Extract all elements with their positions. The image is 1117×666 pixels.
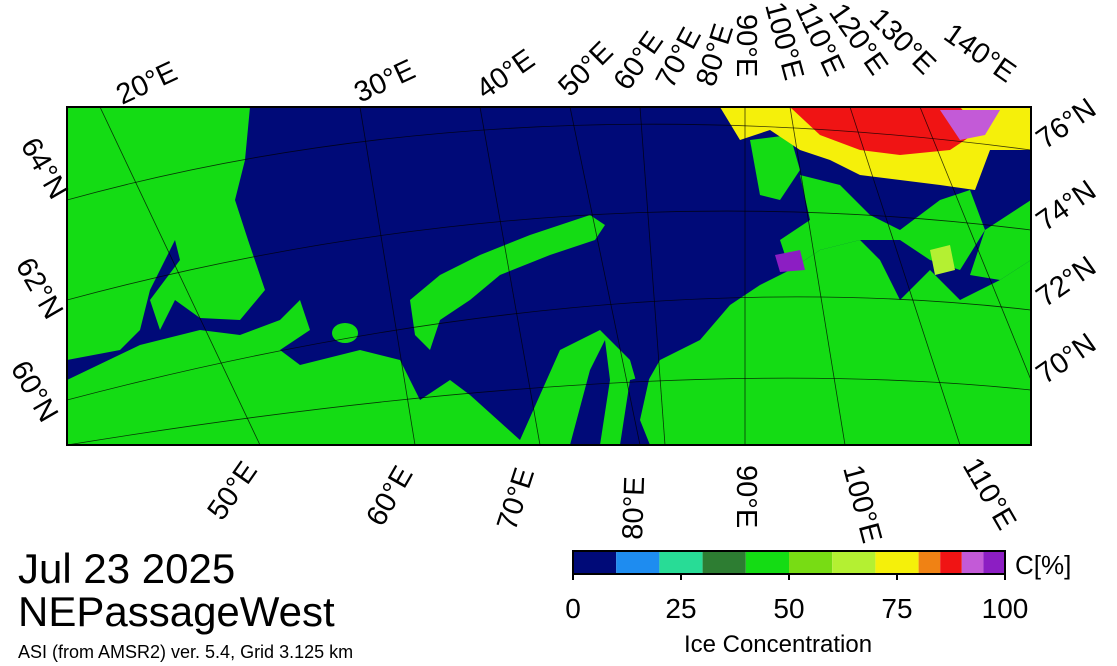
lon-label: 100°E — [836, 462, 887, 547]
map — [67, 107, 1031, 445]
colorbar-unit: C[%] — [1015, 550, 1071, 580]
date: Jul 23 2025 — [18, 545, 235, 592]
lat-label: 76°N — [1031, 92, 1102, 155]
colorbar-segment — [983, 551, 1005, 574]
lon-label: 50°E — [552, 36, 619, 103]
land — [780, 175, 985, 270]
lon-labels-bottom: 50°E 60°E 70°E 80°E 90°E 100°E 110°E — [202, 453, 1023, 547]
colorbar-segment — [918, 551, 941, 574]
lat-label: 74°N — [1031, 174, 1102, 237]
colorbar-tick-label: 25 — [665, 593, 696, 624]
source: ASI (from AMSR2) ver. 5.4, Grid 3.125 km — [18, 642, 353, 662]
lon-label: 80°E — [617, 476, 651, 540]
region: NEPassageWest — [18, 588, 335, 635]
colorbar-segment — [961, 551, 984, 574]
lat-label: 62°N — [9, 253, 69, 325]
lon-label: 30°E — [349, 54, 420, 110]
colorbar: 0 25 50 75 100 — [565, 550, 1029, 624]
gulf — [620, 375, 650, 445]
map-frame — [66, 106, 1032, 446]
lon-label: 70°E — [491, 464, 541, 534]
colorbar-tick-label: 50 — [773, 593, 804, 624]
lon-label: 20°E — [111, 56, 182, 112]
colorbar-segment — [832, 551, 876, 574]
lon-label: 40°E — [471, 43, 541, 105]
gulf — [570, 340, 610, 445]
lon-label: 90°E — [730, 465, 762, 528]
colorbar-segment — [940, 551, 962, 574]
land — [67, 107, 265, 360]
colorbar-segment — [875, 551, 919, 574]
lon-label: 60°E — [360, 461, 419, 532]
lon-labels-top: 20°E 30°E 40°E 50°E 60°E 70°E 80°E 90°E … — [111, 0, 1021, 111]
sea-ice — [930, 245, 955, 275]
land — [67, 240, 1031, 445]
sea-ice — [790, 107, 980, 155]
lat-label: 70°N — [1031, 327, 1102, 390]
sea-ice — [940, 110, 1000, 140]
colorbar-segment — [789, 551, 833, 574]
lon-label: 110°E — [956, 453, 1022, 536]
novaya-zemlya — [410, 215, 605, 350]
lon-label: 90°E — [730, 14, 762, 77]
colorbar-segment — [745, 551, 789, 574]
colorbar-segment — [573, 551, 617, 574]
land — [970, 200, 1031, 280]
lat-label: 60°N — [4, 356, 64, 428]
lon-label: 50°E — [202, 456, 264, 526]
colorbar-tick-label: 75 — [881, 593, 912, 624]
colorbar-tick-label: 100 — [982, 593, 1029, 624]
sea-ice — [775, 250, 805, 272]
colorbar-label: Ice Concentration — [684, 631, 872, 658]
colorbar-segment — [702, 551, 746, 574]
land — [750, 135, 800, 200]
island — [332, 323, 358, 343]
lat-label: 72°N — [1031, 250, 1102, 313]
lat-label: 64°N — [14, 133, 74, 205]
lon-label: 140°E — [938, 18, 1021, 90]
colorbar-tick-label: 0 — [565, 593, 581, 624]
colorbar-segment — [659, 551, 703, 574]
colorbar-segment — [616, 551, 660, 574]
